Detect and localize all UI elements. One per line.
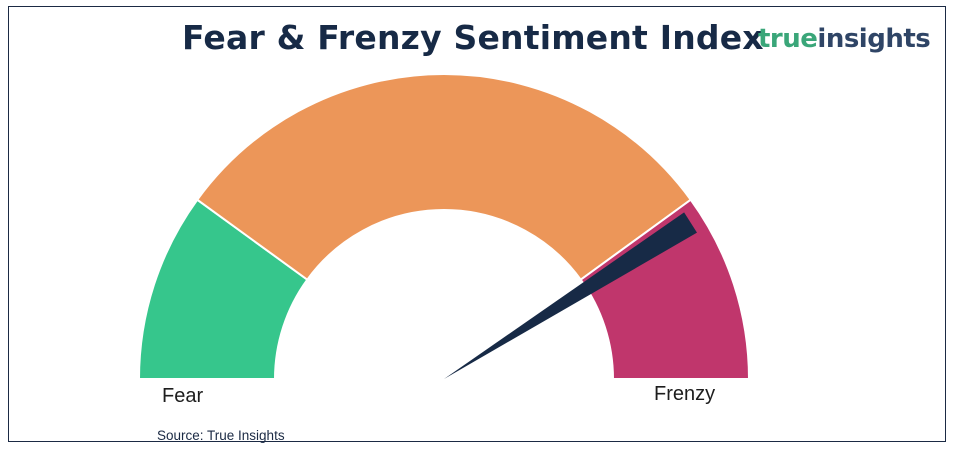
chart-frame bbox=[8, 6, 946, 442]
gauge-band-3 bbox=[579, 198, 751, 380]
gauge-needle bbox=[444, 212, 697, 379]
gauge-min-label: Fear bbox=[162, 385, 204, 407]
logo-part-true: true bbox=[758, 24, 818, 54]
source-note: Source: True Insights bbox=[157, 428, 285, 443]
gauge-max-label: Frenzy bbox=[654, 383, 716, 405]
gauge-band-2 bbox=[195, 73, 693, 282]
logo-part-insights: insights bbox=[817, 24, 931, 54]
chart-title: Fear & Frenzy Sentiment Index bbox=[182, 18, 764, 57]
brand-logo: trueinsights bbox=[758, 24, 931, 54]
